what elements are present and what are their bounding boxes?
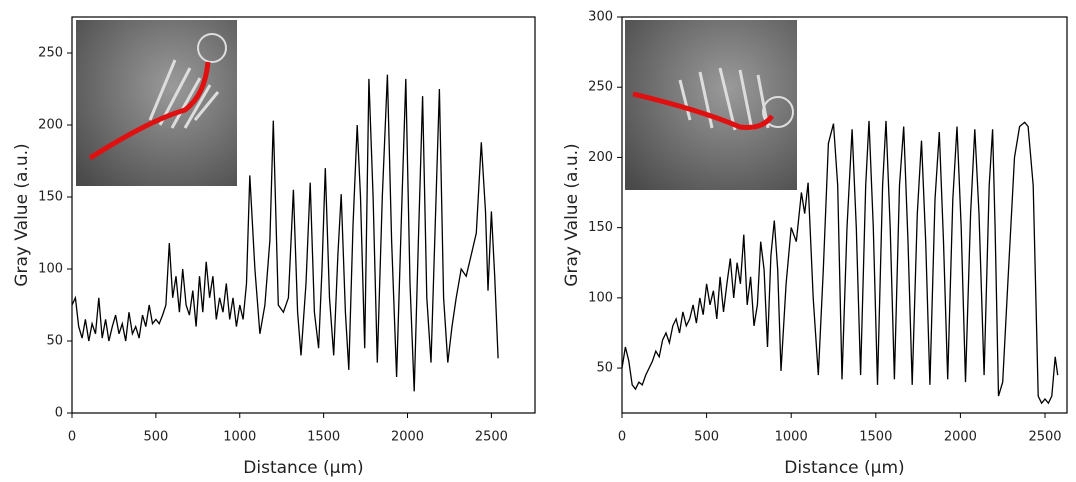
x-axis-label: Distance (μm) bbox=[784, 458, 904, 478]
x-tick-label: 500 bbox=[143, 430, 168, 445]
data-line bbox=[71, 74, 499, 392]
y-tick-label: 300 bbox=[588, 10, 613, 25]
x-tick-label: 2500 bbox=[475, 430, 508, 445]
x-tick-label: 2000 bbox=[944, 430, 977, 445]
y-axis-label: Gray Value (a.u.) bbox=[562, 143, 582, 286]
data-line bbox=[621, 120, 1059, 405]
y-tick-label: 100 bbox=[588, 290, 613, 305]
y-tick-label: 200 bbox=[588, 150, 613, 165]
x-tick-label: 2500 bbox=[1028, 430, 1061, 445]
x-tick-label: 2000 bbox=[391, 430, 424, 445]
y-tick-label: 100 bbox=[38, 262, 63, 277]
plot-frame bbox=[71, 16, 536, 414]
inset-image bbox=[625, 20, 797, 190]
x-tick-label: 500 bbox=[694, 430, 719, 445]
y-tick-label: 0 bbox=[55, 406, 63, 421]
x-tick-label: 1500 bbox=[859, 430, 892, 445]
y-axis-label: Gray Value (a.u.) bbox=[12, 143, 32, 286]
y-tick-label: 250 bbox=[38, 46, 63, 61]
x-axis-label: Distance (μm) bbox=[243, 458, 363, 478]
y-tick-label: 150 bbox=[588, 220, 613, 235]
x-tick-label: 1500 bbox=[307, 430, 340, 445]
plot-frame bbox=[621, 16, 1068, 414]
x-tick-label: 1000 bbox=[775, 430, 808, 445]
x-tick-label: 0 bbox=[68, 430, 76, 445]
inset-image bbox=[76, 20, 237, 186]
y-tick-label: 50 bbox=[46, 334, 63, 349]
y-tick-label: 250 bbox=[588, 80, 613, 95]
y-tick-label: 150 bbox=[38, 190, 63, 205]
x-tick-label: 0 bbox=[618, 430, 626, 445]
x-tick-label: 1000 bbox=[223, 430, 256, 445]
y-tick-label: 200 bbox=[38, 118, 63, 133]
y-tick-label: 50 bbox=[596, 361, 613, 376]
